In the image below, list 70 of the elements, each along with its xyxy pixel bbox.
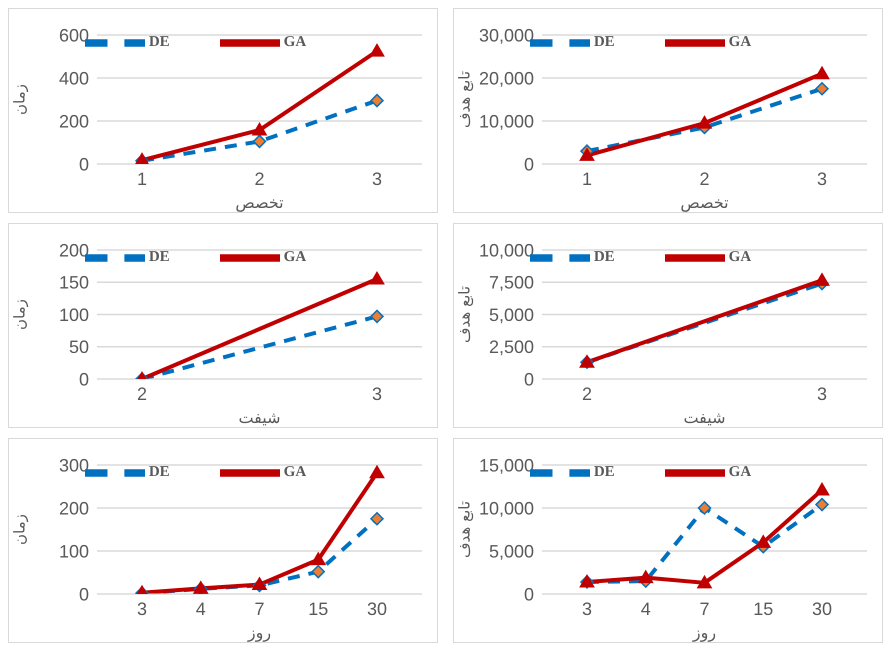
- y-tick-label: 0: [78, 154, 89, 174]
- x-tick-label: 1: [136, 168, 148, 189]
- y-tick-label: 100: [58, 304, 89, 325]
- x-axis-title: تخصص: [235, 193, 284, 212]
- x-axis-title: شیفت: [238, 408, 281, 427]
- x-axis-title: روز: [692, 623, 716, 642]
- x-tick-label: 3: [136, 598, 148, 619]
- y-tick-label: 0: [524, 154, 534, 174]
- y-axis-title: تابع هدف: [455, 500, 474, 558]
- x-tick-label: 15: [308, 598, 328, 619]
- y-tick-label: 2,500: [488, 337, 534, 358]
- y-tick-label: 200: [58, 498, 89, 518]
- x-tick-label: 3: [582, 598, 592, 619]
- x-tick-label: 30: [366, 598, 388, 619]
- y-tick-label: 7,500: [488, 272, 534, 293]
- legend-label: DE: [148, 34, 170, 50]
- y-tick-label: 400: [58, 68, 89, 88]
- y-axis-title: زمان: [10, 299, 28, 330]
- y-tick-label: 600: [58, 25, 89, 46]
- y-tick-label: 30,000: [478, 25, 534, 46]
- y-tick-label: 100: [58, 541, 89, 562]
- x-tick-label: 4: [640, 598, 651, 619]
- x-tick-label: 30: [812, 598, 832, 619]
- x-tick-label: 3: [372, 168, 382, 189]
- legend-label: DE: [594, 464, 615, 480]
- x-axis-title: شیفت: [683, 408, 726, 427]
- y-tick-label: 300: [58, 455, 89, 476]
- x-tick-label: 2: [254, 168, 265, 189]
- y-tick-label: 0: [78, 584, 89, 604]
- x-tick-label: 4: [196, 598, 206, 619]
- legend-label: GA: [284, 464, 306, 480]
- y-tick-label: 10,000: [478, 240, 534, 260]
- x-tick-label: 1: [582, 168, 592, 189]
- legend-label: DE: [148, 464, 170, 480]
- legend-label: GA: [284, 34, 306, 50]
- x-tick-label: 3: [816, 168, 828, 189]
- legend-label: GA: [728, 34, 752, 50]
- x-tick-label: 3: [372, 384, 382, 404]
- y-tick-label: 200: [58, 111, 89, 132]
- x-tick-label: 2: [582, 384, 592, 404]
- y-tick-label: 20,000: [478, 68, 534, 88]
- y-axis-title: تابع هدف: [455, 70, 474, 128]
- legend-label: GA: [284, 249, 306, 266]
- y-tick-label: 0: [78, 369, 89, 390]
- x-tick-label: 7: [254, 598, 265, 619]
- legend-label: DE: [148, 249, 170, 266]
- y-tick-label: 200: [58, 240, 89, 260]
- y-axis-title: تابع هدف: [455, 286, 474, 344]
- x-axis-title: تخصص: [680, 193, 729, 212]
- y-tick-label: 150: [58, 272, 89, 293]
- y-tick-label: 5,000: [488, 541, 534, 562]
- x-tick-label: 2: [699, 168, 710, 189]
- y-tick-label: 15,000: [478, 455, 534, 476]
- y-tick-label: 10,000: [478, 498, 534, 518]
- x-tick-label: 15: [753, 598, 774, 619]
- legend-label: GA: [728, 464, 752, 480]
- y-tick-label: 0: [524, 369, 534, 390]
- y-tick-label: 5,000: [488, 304, 534, 325]
- y-tick-label: 10,000: [478, 111, 534, 132]
- y-axis-title: زمان: [10, 84, 28, 115]
- x-tick-label: 3: [816, 384, 828, 404]
- y-axis-title: زمان: [10, 514, 28, 545]
- x-tick-label: 7: [699, 598, 710, 619]
- y-tick-label: 50: [68, 337, 89, 358]
- x-tick-label: 2: [136, 384, 148, 404]
- x-axis-title: روز: [246, 623, 272, 642]
- legend-label: DE: [594, 34, 615, 50]
- legend-label: DE: [594, 249, 615, 266]
- y-tick-label: 0: [524, 584, 534, 604]
- legend-label: GA: [728, 249, 752, 266]
